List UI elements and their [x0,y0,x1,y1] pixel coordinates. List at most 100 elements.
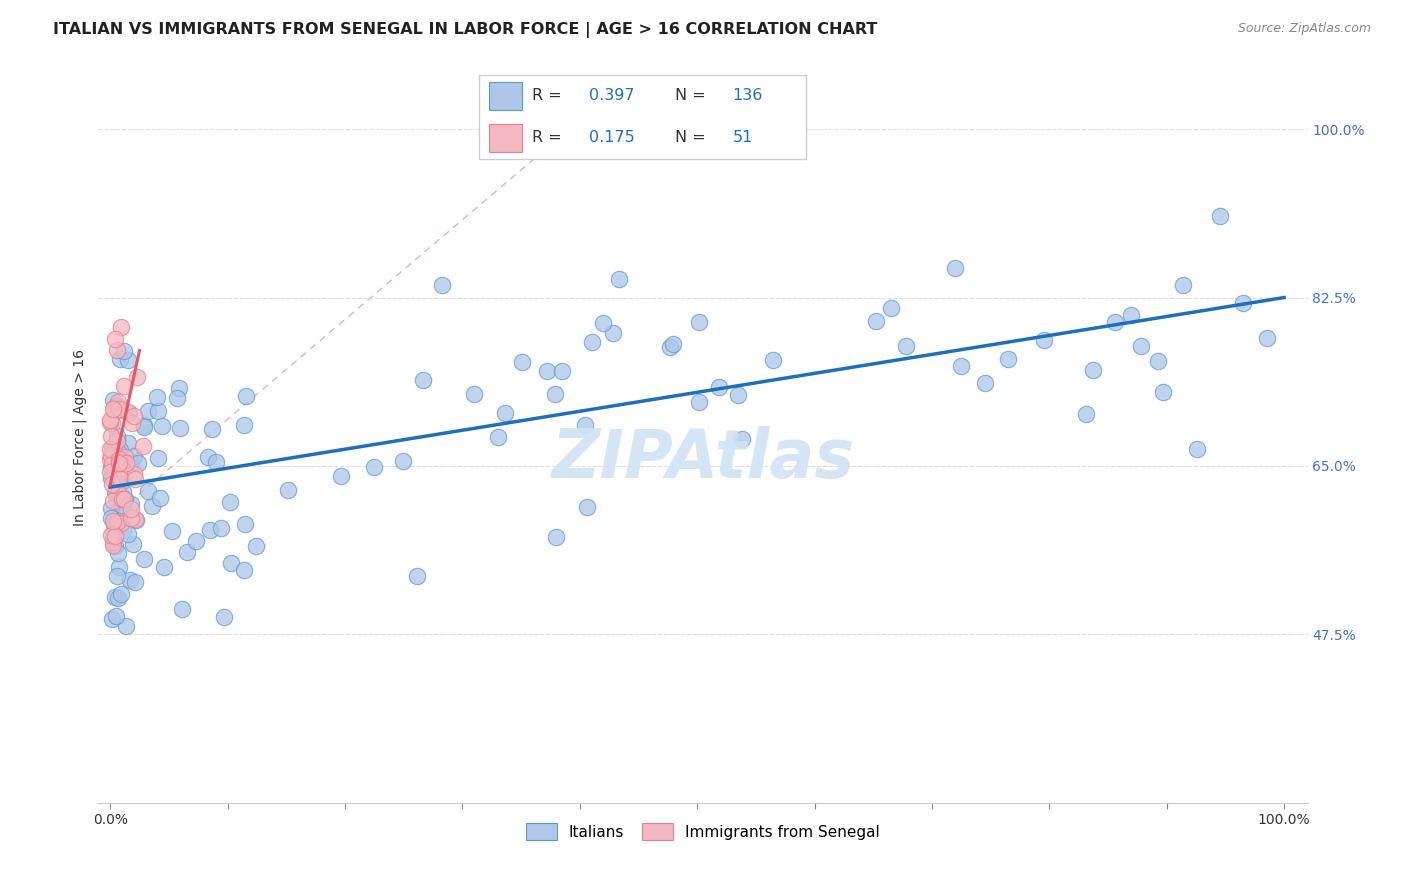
Point [100,500,122,515]
Point [544,386,567,401]
Point [112,492,135,507]
Point [688,394,710,409]
Point [127,370,149,384]
Point [592,316,614,330]
Point [107,394,129,409]
Point [107,449,129,463]
Point [111,492,134,507]
Point [108,465,131,479]
Text: ZIPAtlas: ZIPAtlas [551,426,855,492]
Point [122,467,145,482]
Point [108,455,131,469]
Point [510,355,533,369]
Point [103,401,125,415]
Point [105,569,128,583]
Point [141,500,163,514]
Point [100,511,122,525]
Point [145,391,167,405]
Point [118,574,141,588]
Point [762,352,785,367]
Point [184,534,207,549]
Point [115,506,138,520]
Point [108,400,131,414]
Point [118,406,141,420]
Point [107,402,129,417]
Point [550,364,572,378]
Point [108,457,131,471]
Point [120,501,142,516]
Point [405,568,427,582]
Point [209,520,232,534]
Point [218,495,240,509]
Point [101,458,124,472]
Point [494,406,516,420]
Point [108,451,131,466]
Point [170,602,193,616]
Point [110,319,132,334]
Point [101,514,124,528]
Point [107,452,129,467]
Point [136,404,159,418]
Point [124,409,146,424]
Point [111,499,134,513]
Point [120,496,142,510]
Point [894,339,917,353]
Point [235,389,257,403]
Point [121,455,143,469]
Point [107,486,129,500]
Point [107,546,129,560]
Point [100,528,122,542]
Point [1104,315,1126,329]
Point [103,526,125,541]
Point [132,420,155,434]
Point [659,340,682,354]
Point [463,387,485,401]
Point [100,459,122,474]
Point [110,463,132,477]
Point [232,418,254,433]
Point [117,436,139,450]
Point [277,483,299,498]
Point [100,450,122,464]
Point [104,539,127,553]
Point [167,381,190,395]
Point [1173,278,1195,293]
Point [114,491,136,506]
Point [100,465,122,479]
Point [101,535,124,549]
Point [1033,333,1056,347]
Point [121,417,143,431]
Point [101,440,124,454]
Point [105,428,128,442]
Point [101,392,124,407]
Point [114,450,136,465]
Point [330,469,353,483]
Point [105,434,128,449]
Point [233,562,256,576]
Point [107,444,129,458]
Point [108,402,131,417]
Point [880,301,903,315]
Point [107,477,129,491]
Point [100,429,122,443]
Point [110,516,132,531]
Point [1130,339,1153,353]
Point [233,517,256,532]
Point [943,260,966,275]
Point [198,523,221,537]
Point [124,575,146,590]
Point [727,388,749,402]
Point [1152,385,1174,400]
Point [104,332,127,346]
Point [112,523,135,537]
Point [107,591,129,606]
Point [103,443,125,458]
Point [201,422,224,436]
Point [581,334,603,349]
Point [101,494,124,508]
Point [103,531,125,545]
Point [576,500,599,514]
Point [245,539,267,553]
Point [104,591,127,605]
Point [101,612,124,626]
